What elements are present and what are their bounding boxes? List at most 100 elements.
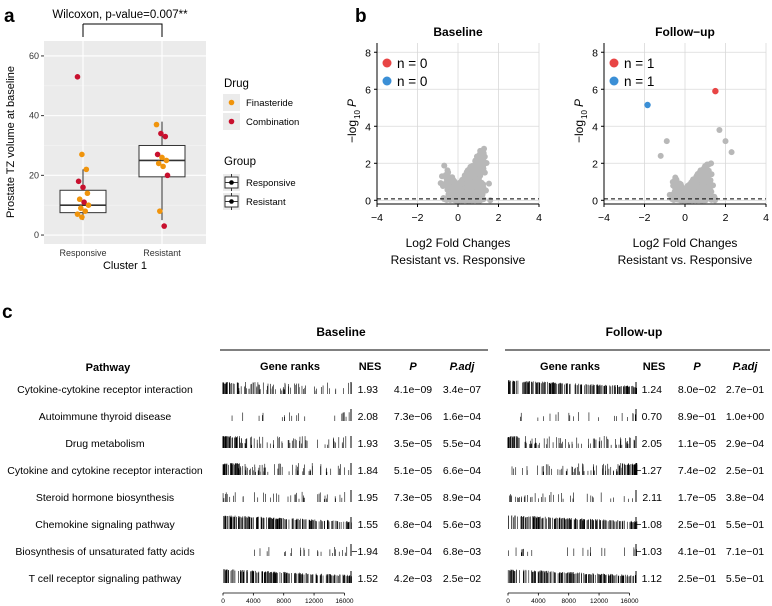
volcano-point: [716, 126, 723, 133]
nes-value: 1.84: [358, 465, 379, 477]
volcano-point: [691, 189, 698, 196]
volcano-point: [449, 174, 456, 181]
gene-rank-barcode: [222, 436, 352, 448]
padj-value: 2.5e−01: [726, 465, 764, 477]
p-value: 2.5e−01: [678, 519, 716, 531]
volcano-y-tick-label: 8: [592, 47, 598, 59]
volcano-y-label-main: −log: [572, 120, 586, 143]
volcano-x-tick-label: 4: [763, 212, 769, 224]
data-point: [79, 151, 85, 158]
p-value: 7.3e−05: [394, 492, 432, 504]
nes-value: 1.93: [358, 438, 379, 450]
data-point: [160, 163, 166, 170]
volcano-point: [711, 195, 718, 202]
gene-rank-axis-label: 12000: [590, 598, 608, 605]
legend-finasteride-swatch: [228, 99, 235, 106]
volcano-point: [441, 162, 448, 169]
volcano-title: Baseline: [433, 25, 483, 39]
gene-rank-barcode: [223, 515, 352, 529]
data-point: [79, 214, 85, 220]
group-header-baseline: Baseline: [316, 325, 366, 339]
volcano-y-tick-label: 6: [365, 84, 371, 96]
volcano-x-tick-label: 2: [496, 212, 502, 224]
significance-bracket: [82, 23, 163, 37]
gene-rank-axis-label: 4000: [531, 598, 546, 605]
panel-b: b Baseline 0 2 4 6 8 −4 −2 0 2 4 n = 0 n = 0 Log2 Fol…: [345, 6, 769, 267]
p-value: 8.0e−02: [678, 384, 716, 396]
volcano-point: [477, 152, 484, 159]
volcano-point-down: [644, 101, 651, 109]
volcano-x-tick-label: 0: [682, 212, 688, 224]
volcano-point: [678, 182, 685, 189]
padj-value: 3.8e−04: [726, 492, 764, 504]
padj-value: 5.5e−01: [726, 519, 764, 531]
p-value: 2.5e−01: [678, 573, 716, 585]
gene-rank-axis-label: 12000: [305, 598, 323, 605]
volcano-x-tick-label: −2: [412, 212, 424, 224]
header-gene-ranks-followup: Gene ranks: [540, 361, 600, 373]
volcano-legend-down-label: n = 0: [397, 74, 427, 89]
volcano-legend-down-swatch: [609, 76, 619, 86]
panel-a-plot-bg: [44, 41, 206, 244]
nes-value: −1.27: [635, 465, 662, 477]
gene-rank-barcode: [520, 409, 637, 421]
gene-rank-barcode: [254, 544, 352, 556]
volcano-point-up: [712, 87, 719, 95]
gene-rank-axis-label: 4000: [246, 598, 261, 605]
volcano-x-tick-label: −4: [371, 212, 383, 224]
pathway-name: Drug metabolism: [65, 438, 145, 450]
legend-resistant-label: Resistant: [246, 197, 286, 208]
data-point: [162, 133, 169, 140]
y-tick-label: 20: [29, 170, 39, 180]
volcano-point: [704, 171, 711, 178]
header-p-baseline: P: [409, 361, 417, 373]
nes-value: −1.94: [351, 546, 378, 558]
gene-rank-barcode: [507, 569, 637, 583]
volcano-y-label-sub: 10: [353, 110, 362, 119]
legend-responsive-label: Responsive: [246, 178, 296, 189]
y-tick-label: 0: [34, 230, 39, 240]
nes-value: −1.08: [635, 519, 662, 531]
volcano-point: [695, 171, 702, 178]
gene-rank-barcode: [222, 382, 352, 394]
volcano-y-label-var: P: [345, 99, 359, 107]
pathway-name: Cytokine-cytokine receptor interaction: [17, 384, 193, 396]
volcano-point: [466, 189, 473, 196]
gene-rank-barcode: [222, 463, 352, 475]
data-point: [74, 211, 81, 217]
volcano-legend-down-swatch: [382, 76, 392, 86]
data-point: [164, 172, 171, 179]
pathway-name: Chemokine signaling pathway: [35, 519, 175, 531]
legend-resistant-key: [223, 193, 240, 210]
nes-value: 2.05: [642, 438, 663, 450]
volcano-y-tick-label: 0: [365, 195, 371, 207]
volcano-point: [689, 184, 696, 191]
volcano-x-tick-label: 4: [536, 212, 542, 224]
volcano-point: [478, 179, 485, 186]
data-point: [78, 205, 84, 211]
data-point: [83, 166, 90, 173]
padj-value: 5.6e−03: [443, 519, 481, 531]
data-point: [75, 178, 82, 185]
p-value: 7.4e−02: [678, 465, 716, 477]
p-value: 4.1e−01: [678, 546, 716, 558]
p-value: 1.1e−05: [678, 438, 716, 450]
header-gene-ranks-baseline: Gene ranks: [260, 361, 320, 373]
gene-rank-axis-label: 0: [506, 598, 510, 605]
volcano-point: [663, 138, 670, 145]
volcano-point: [698, 190, 705, 197]
legend-combination-label: Combination: [246, 117, 299, 128]
p-value: 1.7e−05: [678, 492, 716, 504]
volcano-legend-up-swatch: [609, 58, 619, 68]
volcano-point: [455, 193, 462, 200]
gene-rank-barcode: [511, 463, 638, 475]
volcano-point: [457, 179, 464, 186]
volcano-x-tick-label: 0: [455, 212, 461, 224]
padj-value: 6.6e−04: [443, 465, 481, 477]
data-point: [159, 154, 165, 161]
volcano-y-tick-label: 2: [592, 158, 598, 170]
volcano-point: [481, 145, 488, 152]
